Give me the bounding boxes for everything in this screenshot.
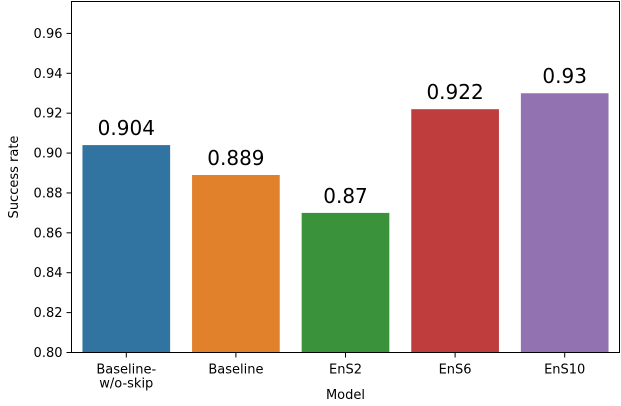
x-tick-label: Baseline-w/o-skip (96, 363, 156, 392)
bar-value-label: 0.922 (426, 80, 483, 104)
x-tick-label: EnS6 (439, 363, 472, 378)
y-tick-label: 0.88 (34, 186, 63, 201)
y-axis-title: Success rate (7, 136, 22, 219)
x-tick-label: EnS2 (329, 363, 362, 378)
bar (192, 175, 280, 353)
x-axis-ticks: Baseline-w/o-skip Baseline EnS2 EnS6 EnS10 (96, 352, 585, 392)
y-tick-label: 0.86 (34, 226, 63, 241)
plot-frame (71, 1, 620, 353)
bar-value-label: 0.87 (323, 184, 368, 208)
bar (411, 109, 499, 353)
bar-value-label: 0.93 (542, 64, 587, 88)
y-tick-label: 0.92 (34, 107, 63, 122)
bar (301, 212, 390, 353)
y-axis-ticks: 0.80 0.82 0.84 0.86 0.88 0.90 0.92 0.94 0.96 (34, 27, 72, 361)
bar-value-label: 0.889 (207, 146, 264, 170)
y-tick-label: 0.90 (34, 147, 63, 162)
y-tick-label: 0.82 (34, 306, 63, 321)
y-tick-label: 0.84 (34, 266, 63, 281)
x-axis-title: Model (326, 388, 365, 403)
x-tick-label: Baseline (208, 363, 263, 378)
bar (82, 145, 171, 353)
bar-value-label: 0.904 (98, 116, 155, 140)
y-tick-label: 0.96 (34, 27, 63, 42)
data-labels: 0.904 0.889 0.87 0.922 0.93 (98, 64, 587, 208)
bars (82, 93, 609, 353)
y-tick-label: 0.80 (34, 346, 63, 361)
y-tick-label: 0.94 (34, 67, 63, 82)
bar (520, 93, 609, 353)
x-tick-label: EnS10 (544, 363, 585, 378)
